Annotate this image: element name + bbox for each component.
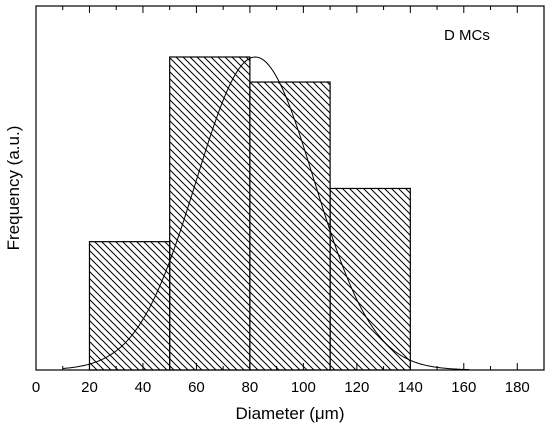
x-axis-title: Diameter (μm) [236, 404, 345, 423]
x-tick-label: 140 [398, 379, 423, 396]
histogram-bar-2 [169, 56, 251, 371]
histogram-bar-3 [249, 81, 331, 371]
histogram-bar-4 [329, 187, 411, 371]
x-tick-label: 60 [188, 379, 205, 396]
axis-ticks [35, 6, 545, 370]
x-tick-label: 40 [135, 379, 152, 396]
fit-curve-group [62, 56, 470, 371]
x-tick-labels: 0 20 40 60 80 100 120 140 160 180 [32, 379, 530, 396]
x-tick-label: 180 [505, 379, 530, 396]
y-axis-title: Frequency (a.u.) [4, 126, 23, 251]
x-tick-label: 120 [344, 379, 369, 396]
plot-frame [35, 5, 545, 371]
x-tick-label: 0 [32, 379, 40, 396]
x-tick-label: 80 [242, 379, 259, 396]
x-tick-label: 160 [451, 379, 476, 396]
x-tick-label: 20 [81, 379, 98, 396]
histogram-bar-1 [88, 241, 171, 371]
gaussian-fit-curve [62, 56, 470, 371]
x-tick-label: 100 [291, 379, 316, 396]
annotation-label: D MCs [444, 27, 490, 44]
histogram-bars [88, 56, 411, 371]
